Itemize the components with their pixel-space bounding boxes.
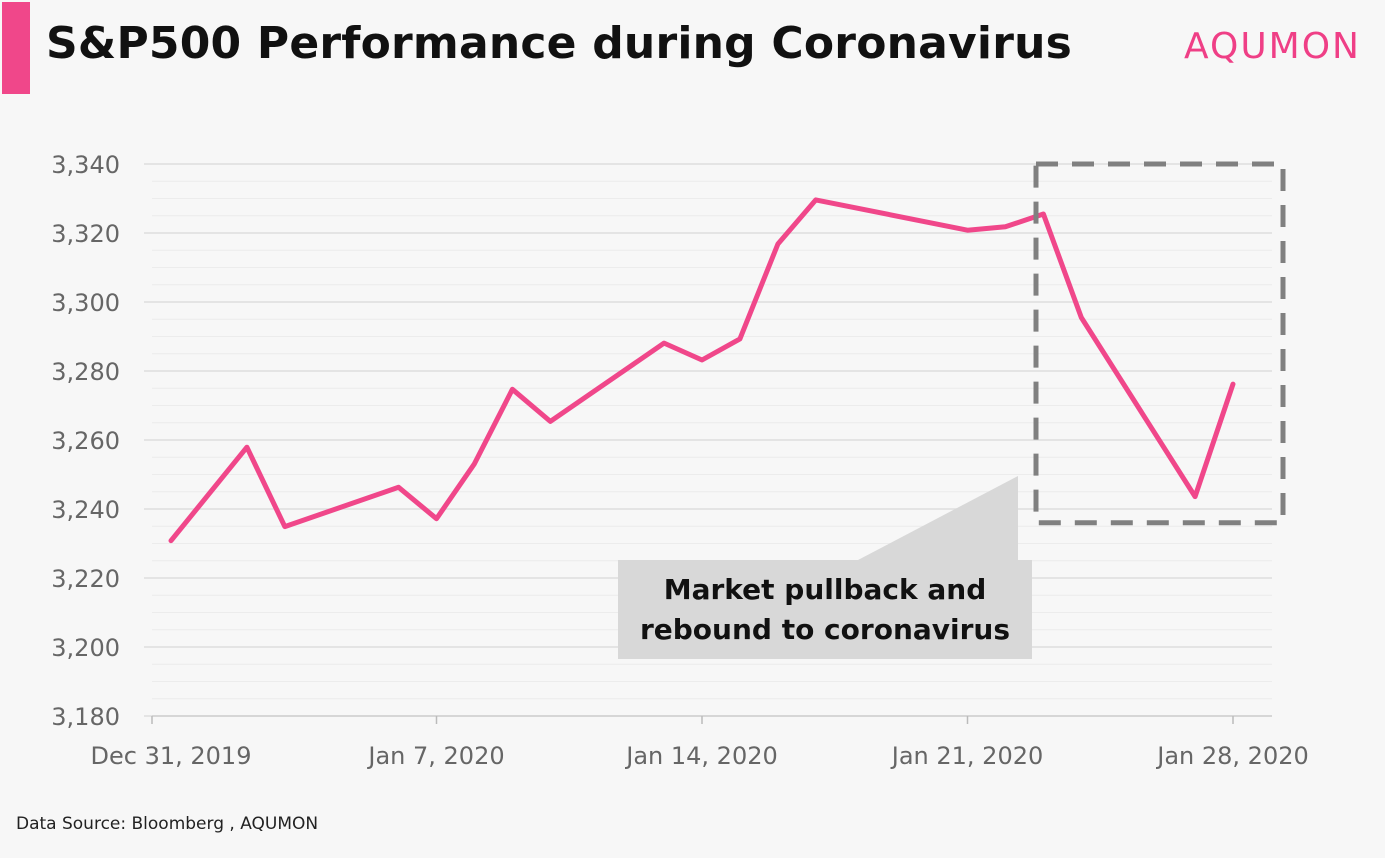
data-source-note: Data Source: Bloomberg , AQUMON [16,814,319,834]
y-tick-label: 3,240 [51,496,120,524]
y-tick-label: 3,320 [51,220,120,248]
y-tick-label: 3,340 [51,151,120,179]
annotation-callout-box [618,560,1032,659]
y-tick-label: 3,180 [51,703,120,731]
page-title: S&P500 Performance during Coronavirus [46,18,1073,69]
y-tick-label: 3,280 [51,358,120,386]
title-accent-bar [2,2,30,94]
annotation-text-line: rebound to coronavirus [640,613,1010,646]
x-tick-label: Jan 28, 2020 [1155,742,1309,770]
y-tick-label: 3,220 [51,565,120,593]
callout-pointer [858,476,1018,560]
annotation-text-line: Market pullback and [664,573,987,606]
x-tick-label: Jan 21, 2020 [890,742,1044,770]
y-tick-label: 3,300 [51,289,120,317]
x-tick-label: Jan 14, 2020 [624,742,778,770]
highlight-dashed-box [1033,161,1286,526]
brand-logo: AQUMON [1183,26,1361,67]
x-tick-label: Jan 7, 2020 [366,742,504,770]
x-tick-label: Dec 31, 2019 [91,742,252,770]
y-tick-label: 3,200 [51,634,120,662]
y-tick-label: 3,260 [51,427,120,455]
